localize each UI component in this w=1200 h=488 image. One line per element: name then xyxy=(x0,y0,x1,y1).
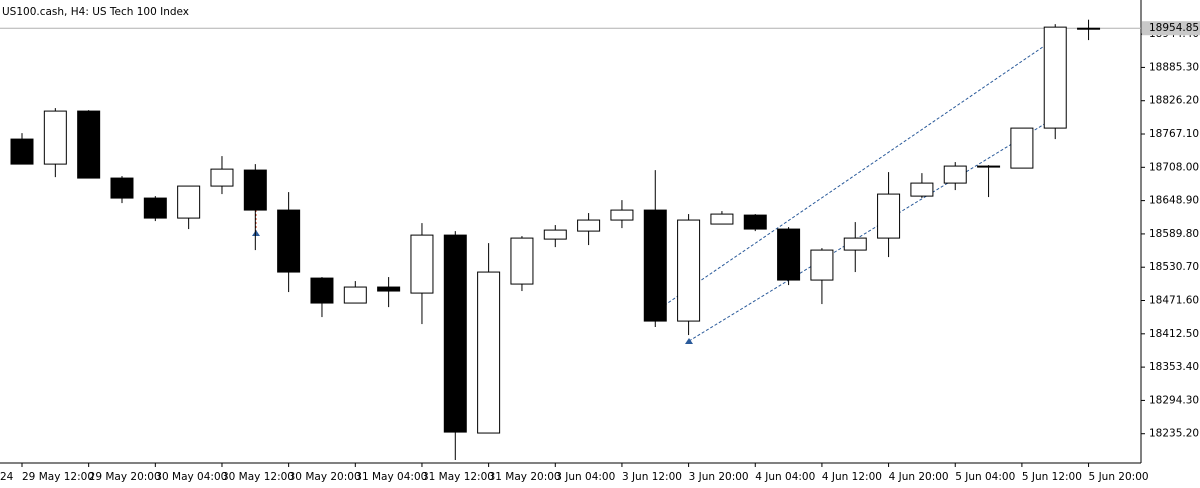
x-tick-label: 5 Jun 12:00 xyxy=(1022,471,1082,483)
candle-body xyxy=(977,165,1001,168)
last-price-box xyxy=(1142,21,1200,36)
candle-body xyxy=(277,209,301,273)
x-tick-label: 29 May 12:00 xyxy=(22,471,94,483)
candle-body xyxy=(10,138,34,165)
y-tick-label: 18589.80 xyxy=(1149,228,1199,240)
candle-body xyxy=(410,234,434,294)
buy-arrow xyxy=(685,338,693,344)
candle-body xyxy=(810,249,834,281)
y-tick-label: 18530.70 xyxy=(1149,261,1199,273)
y-tick-label: 18471.60 xyxy=(1149,295,1199,307)
candle-body xyxy=(910,182,934,197)
trade-line xyxy=(688,116,1057,342)
candle-body xyxy=(310,277,334,304)
y-tick-label: 18353.40 xyxy=(1149,361,1199,373)
chart-title: US100.cash, H4: US Tech 100 Index xyxy=(2,6,189,18)
candle-body xyxy=(577,219,601,232)
trade-line xyxy=(655,37,1057,312)
y-tick-label: 18235.20 xyxy=(1149,428,1199,440)
x-tick-label: 5 Jun 04:00 xyxy=(955,471,1015,483)
x-tick-label: 30 May 20:00 xyxy=(289,471,361,483)
x-tick-label: 4 Jun 12:00 xyxy=(822,471,882,483)
candle-body xyxy=(510,237,534,285)
candle-body xyxy=(477,271,501,434)
candle-body xyxy=(143,197,167,219)
y-tick-label: 18648.90 xyxy=(1149,195,1199,207)
x-tick-label: 4 Jun 04:00 xyxy=(755,471,815,483)
y-tick-label: 18885.30 xyxy=(1149,61,1199,73)
candle-body xyxy=(443,234,467,433)
candle-body xyxy=(743,214,767,230)
x-tick-label: 30 May 12:00 xyxy=(222,471,294,483)
x-tick-label: 3 Jun 04:00 xyxy=(555,471,615,483)
x-tick-label: 31 May 04:00 xyxy=(355,471,427,483)
y-tick-label: 18294.30 xyxy=(1149,394,1199,406)
candle-body xyxy=(677,219,701,322)
candle-body xyxy=(43,110,67,165)
x-tick-label-partial: 24 xyxy=(0,471,14,483)
last-price-label: 18954.85 xyxy=(1149,22,1199,34)
y-tick-label: 18826.20 xyxy=(1149,95,1199,107)
y-tick-label: 18708.00 xyxy=(1149,161,1199,173)
candle-body xyxy=(710,213,734,225)
x-tick-label: 3 Jun 20:00 xyxy=(689,471,749,483)
candle-body xyxy=(343,286,367,304)
candle-body xyxy=(543,229,567,240)
candle-body xyxy=(377,286,401,292)
x-tick-label: 29 May 20:00 xyxy=(89,471,161,483)
candle-body xyxy=(877,193,901,239)
x-tick-label: 5 Jun 20:00 xyxy=(1089,471,1149,483)
candle-body xyxy=(1010,127,1034,169)
candle-body xyxy=(843,237,867,251)
candle-body xyxy=(643,209,667,322)
candle-body xyxy=(243,169,267,211)
x-tick-label: 31 May 20:00 xyxy=(489,471,561,483)
candle-body xyxy=(210,168,234,187)
candle-body xyxy=(1077,27,1101,30)
x-tick-label: 31 May 12:00 xyxy=(422,471,494,483)
x-tick-label: 4 Jun 20:00 xyxy=(889,471,949,483)
candle-body xyxy=(77,110,101,179)
candle-body xyxy=(110,177,134,199)
y-tick-label: 18412.50 xyxy=(1149,328,1199,340)
y-tick-label: 18767.10 xyxy=(1149,128,1199,140)
x-tick-label: 30 May 04:00 xyxy=(155,471,227,483)
candle-body xyxy=(1043,26,1067,129)
candle-body xyxy=(943,165,967,184)
candle-body xyxy=(177,185,201,219)
candle-body xyxy=(610,209,634,221)
x-tick-label: 3 Jun 12:00 xyxy=(622,471,682,483)
buy-arrow xyxy=(252,230,260,236)
candle-body xyxy=(777,228,801,281)
